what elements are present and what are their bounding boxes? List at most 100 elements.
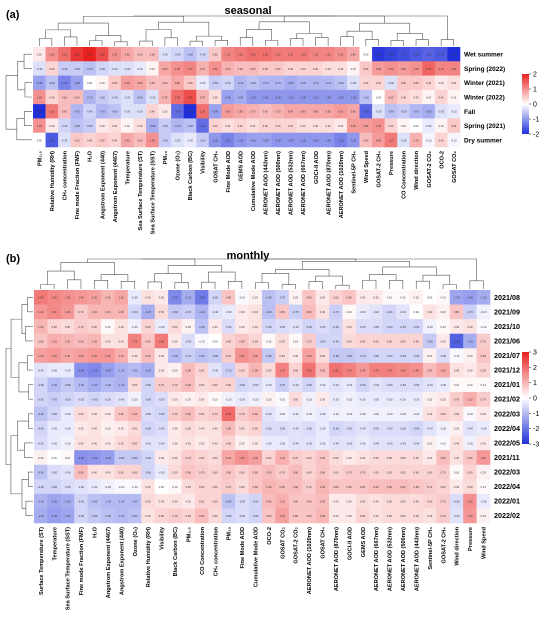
cell-value-label: 0.80 (125, 53, 131, 57)
heatmap-cell (70, 89, 84, 105)
cell-value-label: 0.20 (162, 110, 168, 114)
cell-value-label: -1.00 (287, 138, 293, 142)
cell-value-label: -0.60 (74, 124, 80, 128)
heatmap-cell (359, 132, 373, 148)
cell-value-label: 0.40 (426, 81, 432, 85)
cell-value-label: 0.40 (263, 124, 269, 128)
heatmap-cell (409, 348, 424, 364)
heatmap-cell (47, 450, 62, 466)
cell-value-label: 0.60 (467, 470, 473, 474)
cell-value-label: 1.10 (119, 354, 125, 358)
heatmap-cell (208, 290, 223, 305)
cell-value-label: 0.50 (373, 456, 379, 460)
row-label: Spring (2022) (464, 66, 505, 73)
cell-value-label: 0.40 (49, 95, 55, 99)
cell-value-label: 1.00 (37, 124, 43, 128)
heatmap-cell (346, 47, 360, 62)
heatmap-cell (70, 47, 84, 62)
cell-value-label: -0.30 (124, 67, 130, 71)
cell-value-label: -0.80 (64, 383, 71, 387)
column-label: GOSAT CH₄ (213, 151, 219, 183)
cell-value-label: 0.80 (125, 138, 131, 142)
heatmap-cell (146, 61, 159, 76)
heatmap-cell (154, 435, 169, 451)
heatmap-cell (221, 493, 236, 509)
heatmap-cell (45, 75, 59, 91)
cell-value-label: 0.30 (293, 354, 299, 358)
heatmap-cell (114, 479, 129, 495)
cell-value-label: 0.50 (400, 500, 406, 504)
heatmap-cell (329, 508, 343, 524)
heatmap-cell (34, 377, 48, 393)
heatmap-cell (271, 61, 285, 76)
heatmap-cell (397, 104, 411, 119)
cell-value-label: 0.90 (266, 470, 272, 474)
heatmap-cell (248, 421, 263, 436)
heatmap-cell (208, 75, 222, 91)
heatmap-cell (409, 421, 424, 436)
cell-value-label: -0.90 (225, 95, 231, 99)
heatmap-cell (476, 435, 491, 451)
heatmap-cell (397, 61, 411, 76)
heatmap-cell (154, 421, 169, 436)
heatmap-cell (34, 319, 48, 334)
cell-value-label: 0.50 (159, 310, 165, 314)
column-label: Wind direction (455, 526, 461, 565)
row-label: 2021/11 (494, 453, 520, 462)
heatmap-cell (83, 47, 97, 62)
cell-value-label: 0.20 (427, 398, 433, 402)
heatmap-cell (246, 89, 260, 105)
cell-value-label: 0.10 (451, 95, 457, 99)
heatmap-cell (409, 290, 424, 305)
cell-value-label: -0.40 (200, 53, 206, 57)
cell-value-label: -1.10 (118, 383, 125, 387)
cell-value-label: 0.40 (145, 514, 151, 518)
heatmap-cell (45, 132, 59, 148)
cell-value-label: 0.30 (347, 514, 353, 518)
colorbar-tick-label: -2 (533, 132, 539, 139)
cell-value-label: -0.30 (373, 398, 380, 402)
heatmap-cell (120, 47, 134, 62)
dendrogram-link (5, 347, 12, 466)
heatmap-cell (208, 47, 222, 62)
cell-value-label: 0.70 (200, 67, 206, 71)
cell-value-label: 0.10 (212, 398, 218, 402)
cell-value-label: 0.70 (172, 412, 178, 416)
cell-value-label: -0.70 (360, 354, 367, 358)
cell-value-label: 0.10 (426, 95, 432, 99)
cell-value-label: 0.50 (74, 138, 80, 142)
heatmap-cell (355, 421, 370, 436)
heatmap-cell (248, 435, 263, 451)
cell-value-label: 0.60 (481, 368, 487, 372)
heatmap-cell (302, 421, 316, 436)
cell-value-label: -0.90 (266, 310, 273, 314)
panel-monthly: (b) monthly 1.80 1.60 1.50 1.40 1.30 1.00 1.20… (5, 250, 539, 610)
cell-value-label: -0.60 (373, 354, 380, 358)
heatmap-cell (233, 118, 247, 134)
cell-value-label: 0.30 (333, 514, 339, 518)
cell-value-label: -0.10 (467, 412, 474, 416)
heatmap-cell (315, 333, 330, 349)
heatmap-cell (447, 89, 461, 105)
heatmap-cell (382, 304, 397, 320)
heatmap-cell (342, 406, 357, 422)
dendrogram-link (362, 280, 377, 289)
cell-value-label: 0.30 (320, 296, 326, 300)
cell-value-label: 0.30 (467, 368, 473, 372)
cell-value-label: -0.80 (426, 110, 432, 114)
heatmap-cell (409, 75, 423, 91)
cell-value-label: 0.50 (172, 325, 178, 329)
column-label: Fine mode Fraction (FMF) (75, 151, 81, 220)
heatmap-cell (60, 508, 75, 524)
heatmap-cell (101, 421, 115, 436)
column-label: Fine Mode AOD (226, 151, 232, 192)
cell-value-label: 0.80 (293, 500, 299, 504)
heatmap-cell (262, 391, 276, 407)
heatmap-cell (476, 406, 491, 422)
heatmap-cell (120, 61, 134, 76)
heatmap-cell (329, 435, 343, 451)
cell-value-label: 0.30 (199, 441, 205, 445)
cell-value-label: 0.40 (467, 325, 473, 329)
cell-value-label: 0.60 (226, 383, 232, 387)
heatmap-cell (141, 421, 156, 436)
